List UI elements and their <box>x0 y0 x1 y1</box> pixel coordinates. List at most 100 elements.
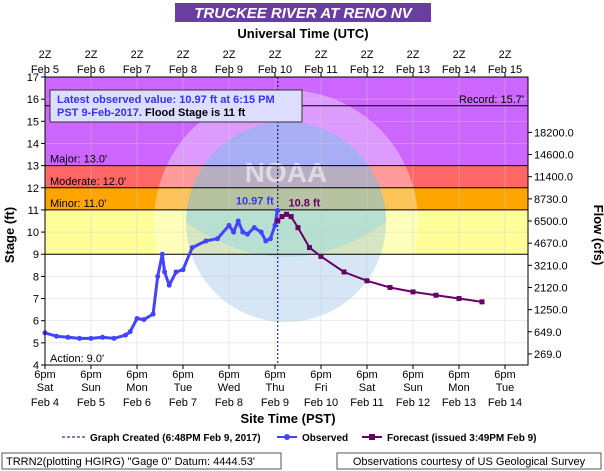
bottom-tick-time: 6pm <box>310 369 331 381</box>
forecast-point <box>318 253 324 259</box>
forecast-point <box>387 284 393 290</box>
flow-tick-label: 4670.0 <box>534 238 568 250</box>
y-tick-label: 10 <box>27 227 39 239</box>
y-tick-label: 12 <box>27 183 39 195</box>
top-tick-hour: 2Z <box>85 49 98 61</box>
observed-point <box>173 269 179 275</box>
bottom-axis-title: Site Time (PST) <box>240 411 335 426</box>
y-tick-label: 7 <box>33 294 39 306</box>
top-tick-date: Feb 5 <box>31 64 59 76</box>
info-box-line1: Latest observed value: 10.97 ft at 6:15 … <box>57 94 275 106</box>
forecast-point <box>307 245 312 251</box>
bottom-tick-time: 6pm <box>402 369 423 381</box>
bottom-tick-date: Feb 10 <box>304 397 338 409</box>
observed-point <box>244 231 250 237</box>
legend: Graph Created (6:48PM Feb 9, 2017) Obser… <box>62 433 537 444</box>
legend-observed-label: Observed <box>302 433 348 444</box>
observed-point <box>267 236 273 242</box>
observed-point <box>127 329 133 335</box>
observed-point <box>65 334 71 340</box>
forecast-point <box>364 278 370 284</box>
bottom-tick-time: 6pm <box>356 369 377 381</box>
forecast-point <box>341 269 347 275</box>
bottom-tick-date: Feb 4 <box>31 397 59 409</box>
y-tick-label: 11 <box>28 205 39 217</box>
observed-point <box>189 245 195 251</box>
y-tick-label: 14 <box>27 138 39 150</box>
bottom-tick-day: Sun <box>81 382 101 394</box>
observed-point <box>180 267 186 273</box>
flow-tick-label: 269.0 <box>534 349 562 361</box>
observed-point <box>150 311 156 317</box>
top-tick-hour: 2Z <box>361 49 374 61</box>
forecast-point <box>456 296 462 302</box>
bottom-tick-day: Thu <box>266 382 285 394</box>
footer-right-box <box>336 452 602 470</box>
bottom-tick-date: Feb 9 <box>261 397 289 409</box>
bottom-tick-time: 6pm <box>172 369 193 381</box>
bottom-tick-date: Feb 8 <box>215 397 243 409</box>
observed-point <box>166 282 172 288</box>
watermark-outer-ring <box>154 90 418 354</box>
flow-axis-title: Flow (cfs) <box>591 205 604 266</box>
flood-band-minor <box>45 187 528 210</box>
observed-point <box>159 251 165 257</box>
bottom-tick-day: Tue <box>174 382 193 394</box>
y-tick-label: 15 <box>27 116 39 128</box>
top-tick-date: Feb 8 <box>169 64 197 76</box>
flow-tick-label: 11400.0 <box>534 172 573 184</box>
top-tick-date: Feb 15 <box>488 64 522 76</box>
y-tick-label: 13 <box>27 161 39 173</box>
observed-point <box>231 229 237 235</box>
bottom-tick-date: Feb 5 <box>77 397 105 409</box>
flow-tick-label: 8730.0 <box>534 194 568 206</box>
forecast-point <box>295 225 301 231</box>
bottom-tick-day: Mon <box>126 382 147 394</box>
forecast-point <box>275 218 281 224</box>
footer-left-box <box>1 452 282 470</box>
top-tick-hour: 2Z <box>453 49 466 61</box>
legend-graph-created-label: Graph Created (6:48PM Feb 9, 2017) <box>90 433 261 444</box>
bottom-tick-time: 6pm <box>34 369 55 381</box>
top-tick-date: Feb 11 <box>304 64 337 76</box>
observed-point <box>141 317 147 323</box>
bottom-tick-day: Wed <box>218 382 240 394</box>
top-tick-hour: 2Z <box>407 49 420 61</box>
observed-point <box>100 334 105 340</box>
svg-text:PST 9-Feb-2017. Flood Stage is: PST 9-Feb-2017. Flood Stage is 11 ft <box>57 107 246 119</box>
y-tick-label: 8 <box>33 271 39 283</box>
flow-tick-label: 14600.0 <box>534 150 574 162</box>
category-labels: Record: 15.7' Action: 9.0' Minor: 11.0' Mod… <box>50 94 524 365</box>
forecast-point <box>410 289 416 295</box>
bottom-tick-day: Tue <box>496 382 515 394</box>
bottom-tick-day: Sun <box>403 382 423 394</box>
observed-point <box>272 222 278 228</box>
y-tick-label: 17 <box>27 72 39 84</box>
observed-point <box>258 229 264 235</box>
forecast-point <box>284 211 289 217</box>
bottom-tick-date: Feb 7 <box>169 397 197 409</box>
top-tick-date: Feb 13 <box>396 64 430 76</box>
bottom-tick-time: 6pm <box>494 369 515 381</box>
footer-credit: Observations courtesy of US Geological S… <box>353 456 586 468</box>
observed-point <box>251 225 257 231</box>
observed-peak-label: 10.97 ft <box>236 196 274 208</box>
bottom-tick-date: Feb 11 <box>350 397 383 409</box>
category-label-minor: Minor: 11.0' <box>50 198 106 210</box>
top-tick-hour: 2Z <box>223 49 236 61</box>
y-tick-label: 6 <box>33 316 39 328</box>
info-box-background <box>49 89 303 123</box>
bottom-tick-time: 6pm <box>218 369 239 381</box>
forecast-point <box>433 292 439 298</box>
top-tick-date: Feb 7 <box>123 64 151 76</box>
footer-datum: TRRN2(plotting HGIRG) "Gage 0" Datum: 44… <box>6 456 255 468</box>
chart-title: TRUCKEE RIVER AT RENO NV <box>194 5 414 22</box>
observed-point <box>215 236 220 242</box>
flood-band-moderate <box>45 165 528 188</box>
y-axis-title: Stage (ft) <box>2 207 17 263</box>
top-tick-date: Feb 9 <box>215 64 243 76</box>
observed-point <box>203 238 209 244</box>
top-tick-hour: 2Z <box>177 49 190 61</box>
bottom-tick-date: Feb 6 <box>123 397 151 409</box>
bottom-tick-time: 6pm <box>80 369 101 381</box>
